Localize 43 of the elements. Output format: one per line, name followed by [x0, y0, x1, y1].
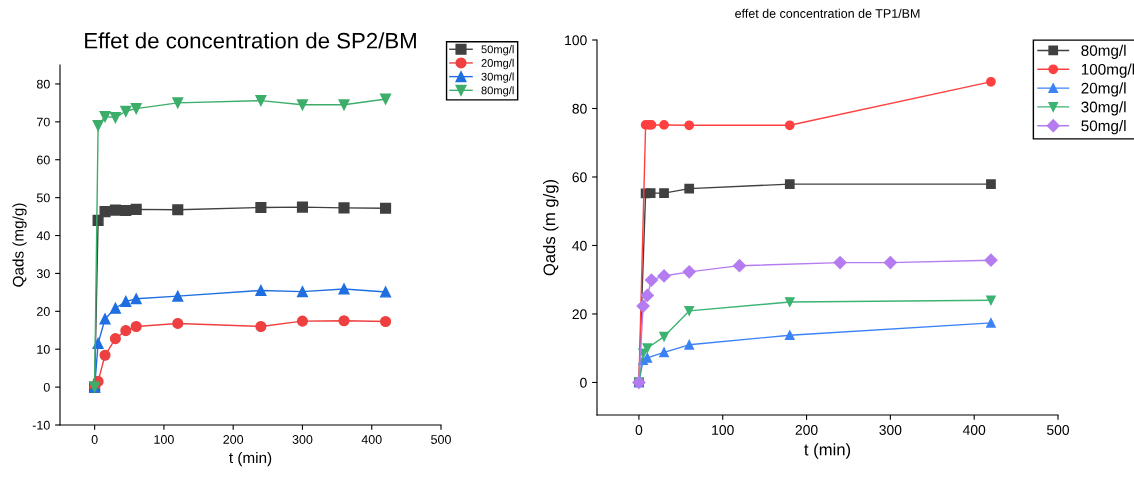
- legend-label: 80mg/l: [481, 86, 514, 97]
- x-tick-label: 100: [712, 425, 734, 435]
- legend-label: 50mg/l: [481, 45, 514, 56]
- x-tick-label: 200: [795, 425, 818, 435]
- y-axis-title: Qads (mg/g): [12, 203, 27, 287]
- legend-label: 100mg/l: [1081, 63, 1134, 78]
- x-axis-title: t (min): [229, 451, 272, 467]
- x-tick-label: 0: [91, 435, 98, 444]
- y-tick-label: 40: [572, 240, 587, 251]
- legend-label: 50mg/l: [1081, 120, 1126, 135]
- x-tick-label: 300: [879, 425, 902, 435]
- y-tick-label: 30: [36, 269, 50, 279]
- y-tick-label: 70: [37, 117, 50, 127]
- y-tick-label: 40: [36, 231, 50, 241]
- y-tick-label: -10: [32, 420, 50, 430]
- y-tick-label: 10: [37, 345, 50, 354]
- y-tick-label: 80: [572, 103, 587, 114]
- y-tick-label: 50: [36, 193, 50, 203]
- y-tick-label: 20: [572, 309, 587, 320]
- y-tick-label: 60: [572, 172, 587, 183]
- x-tick-label: 200: [223, 435, 244, 444]
- y-tick-label: 0: [580, 377, 587, 388]
- y-tick-label: 80: [36, 79, 50, 89]
- y-tick-label: 0: [43, 382, 50, 392]
- legend-label: 30mg/l: [1081, 101, 1126, 116]
- x-tick-label: 100: [154, 435, 174, 444]
- x-tick-label: 400: [962, 425, 986, 435]
- x-tick-label: 0: [635, 425, 643, 435]
- y-tick-label: 60: [37, 155, 50, 165]
- x-tick-label: 400: [361, 435, 382, 444]
- x-tick-label: 300: [292, 435, 313, 444]
- y-tick-label: 100: [565, 35, 587, 46]
- y-tick-label: 20: [37, 307, 50, 316]
- chart-title: effet de concentration de TP1/BM: [735, 8, 920, 18]
- legend-label: 20mg/l: [481, 58, 514, 70]
- legend-label: 30mg/l: [481, 72, 514, 83]
- x-axis-title: t (min): [804, 443, 851, 459]
- x-tick-label: 500: [1046, 425, 1070, 435]
- y-axis-title: Qads (m g/g): [543, 179, 559, 276]
- legend-label: 80mg/l: [1081, 44, 1126, 59]
- legend-label: 20mg/l: [1081, 82, 1126, 97]
- x-tick-label: 500: [431, 435, 451, 444]
- chart-title: Effet de concentration de SP2/BM: [85, 32, 416, 49]
